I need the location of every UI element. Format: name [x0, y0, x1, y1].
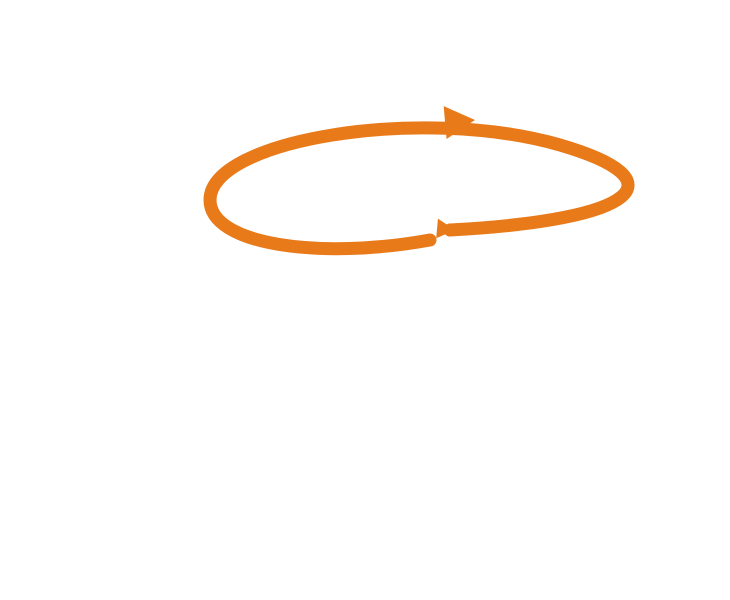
cycle-3-spiral: [210, 106, 628, 249]
